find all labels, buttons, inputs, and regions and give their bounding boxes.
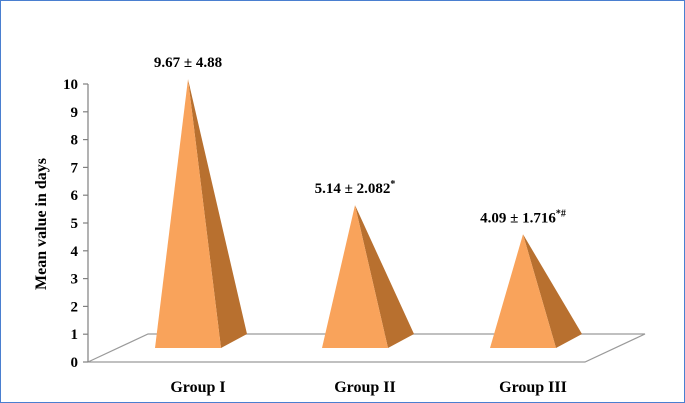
y-tick-label: 3 [71, 272, 79, 288]
bar-group [322, 205, 414, 348]
y-tick-label: 10 [63, 77, 78, 93]
bar [490, 234, 556, 348]
data-label: 4.09 ± 1.716*# [480, 208, 566, 226]
y-tick-label: 5 [71, 216, 79, 232]
y-tick-label: 7 [71, 160, 79, 176]
y-axis-label: Mean value in days [33, 158, 50, 290]
bar-side-face [523, 234, 582, 348]
x-tick-label: Group III [499, 379, 567, 396]
bar [155, 79, 221, 348]
data-label: 5.14 ± 2.082* [315, 179, 396, 197]
bar-side-face [355, 205, 414, 348]
bar-side-face [188, 79, 247, 348]
data-label: 9.67 ± 4.88 [154, 55, 222, 71]
y-tick-label: 6 [71, 188, 79, 204]
x-tick-label: Group I [170, 379, 225, 396]
bar [322, 205, 388, 348]
y-tick-label: 4 [71, 244, 79, 260]
y-tick-label: 1 [71, 327, 79, 343]
y-tick-label: 2 [71, 299, 79, 315]
bar-group [490, 234, 582, 348]
bar-group [155, 79, 247, 348]
y-tick-label: 0 [71, 355, 79, 371]
y-tick-label: 9 [71, 105, 79, 121]
y-tick-label: 8 [71, 133, 79, 149]
x-tick-label: Group II [334, 379, 396, 396]
